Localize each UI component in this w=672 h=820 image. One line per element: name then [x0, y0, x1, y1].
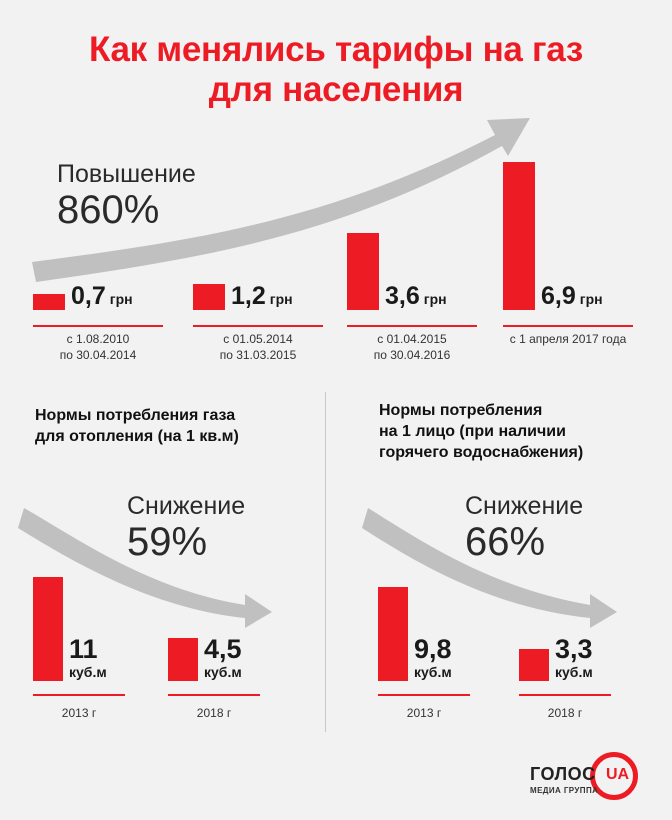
tariff-bar [503, 162, 535, 310]
heating-bar [33, 577, 63, 681]
person-value-number: 3,3 [555, 634, 593, 664]
tariff-value-number: 0,7 [71, 282, 106, 310]
person-value-number: 9,8 [414, 634, 452, 664]
title-line-1: Как менялись тарифы на газ [88, 30, 583, 69]
person-decrease-annotation: Снижение 66% [465, 492, 583, 564]
logo: UA ГОЛОС МЕДИА ГРУППА [530, 752, 650, 802]
person-decrease-value: 66% [465, 520, 546, 564]
heating-decrease-value: 59% [127, 520, 208, 564]
person-bar [378, 587, 408, 681]
person-subtitle-line-1: Нормы потребления [379, 402, 543, 419]
heating-subtitle: Нормы потребления газа для отопления (на… [35, 405, 239, 447]
heating-year-label: 2018 г [196, 706, 232, 720]
tariff-period-label: с 1.08.2010 по 30.04.2014 [28, 331, 168, 363]
tariff-baseline [33, 325, 163, 327]
heating-value-label: 11 куб.м [69, 635, 107, 681]
tariff-value-unit: грн [579, 291, 603, 307]
heating-decrease-annotation: Снижение 59% [127, 492, 245, 564]
heating-bar [168, 638, 198, 681]
person-baseline [519, 694, 611, 696]
tariff-period-line: с 1 апреля 2017 года [509, 332, 627, 346]
logo-subtitle: МЕДИА ГРУППА [530, 786, 599, 795]
tariff-period-line: с 1.08.2010 [66, 332, 130, 346]
up-arrow-icon [32, 118, 530, 282]
tariff-baseline [503, 325, 633, 327]
tariff-bar [347, 233, 379, 310]
tariff-period-line: с 01.04.2015 [377, 332, 447, 346]
tariff-value-label: 1,2 грн [231, 282, 293, 310]
person-baseline [378, 694, 470, 696]
tariff-period-label: с 01.05.2014 по 31.03.2015 [188, 331, 328, 363]
title-line-2: для населения [208, 70, 464, 109]
tariff-value-unit: грн [269, 291, 293, 307]
increase-annotation: Повышение 860% [57, 160, 196, 232]
tariff-period-label: с 1 апреля 2017 года [498, 331, 638, 347]
section-divider [325, 392, 326, 732]
heating-subtitle-line-2: для отопления (на 1 кв.м) [35, 428, 239, 445]
tariff-period-line: по 30.04.2016 [373, 348, 451, 362]
logo-ring-icon [590, 752, 638, 800]
tariff-value-label: 0,7 грн [71, 282, 133, 310]
heating-subtitle-line-1: Нормы потребления газа [35, 407, 236, 424]
heating-baseline [33, 694, 125, 696]
tariff-value-unit: грн [109, 291, 133, 307]
increase-label: Повышение [57, 160, 196, 188]
person-bar [519, 649, 549, 681]
tariff-value-number: 6,9 [541, 282, 576, 310]
tariff-value-label: 3,6 грн [385, 282, 447, 310]
heating-baseline [168, 694, 260, 696]
person-subtitle-line-3: горячего водоснабжения) [379, 444, 584, 461]
page-title: Как менялись тарифы на газ для населения [0, 30, 672, 110]
person-year-label: 2013 г [406, 706, 442, 720]
heating-value-number: 11 [69, 634, 98, 664]
tariff-value-number: 3,6 [385, 282, 420, 310]
tariff-value-label: 6,9 грн [541, 282, 603, 310]
tariff-bar [193, 284, 225, 310]
tariff-value-number: 1,2 [231, 282, 266, 310]
heating-value-unit: куб.м [204, 664, 242, 680]
person-subtitle: Нормы потребления на 1 лицо (при наличии… [379, 400, 583, 463]
tariff-baseline [347, 325, 477, 327]
tariff-period-line: с 01.05.2014 [223, 332, 293, 346]
person-value-unit: куб.м [555, 664, 593, 680]
heating-value-number: 4,5 [204, 634, 242, 664]
person-value-unit: куб.м [414, 664, 452, 680]
person-value-label: 9,8 куб.м [414, 635, 452, 681]
tariff-value-unit: грн [423, 291, 447, 307]
person-decrease-label: Снижение [465, 492, 584, 520]
heating-value-label: 4,5 куб.м [204, 635, 242, 681]
tariff-baseline [193, 325, 323, 327]
heating-year-label: 2013 г [61, 706, 97, 720]
tariff-period-line: по 31.03.2015 [219, 348, 297, 362]
person-subtitle-line-2: на 1 лицо (при наличии [379, 423, 566, 440]
tariff-period-line: по 30.04.2014 [59, 348, 137, 362]
increase-value: 860% [57, 188, 160, 232]
tariff-period-label: с 01.04.2015 по 30.04.2016 [342, 331, 482, 363]
logo-text: ГОЛОС [530, 764, 596, 784]
heating-decrease-label: Снижение [127, 492, 246, 520]
heating-value-unit: куб.м [69, 664, 107, 680]
down-arrow-icon-left [18, 508, 272, 628]
person-year-label: 2018 г [547, 706, 583, 720]
down-arrow-icon-right [362, 508, 617, 628]
tariff-bar [33, 294, 65, 310]
logo-badge: UA [606, 766, 630, 783]
person-value-label: 3,3 куб.м [555, 635, 593, 681]
